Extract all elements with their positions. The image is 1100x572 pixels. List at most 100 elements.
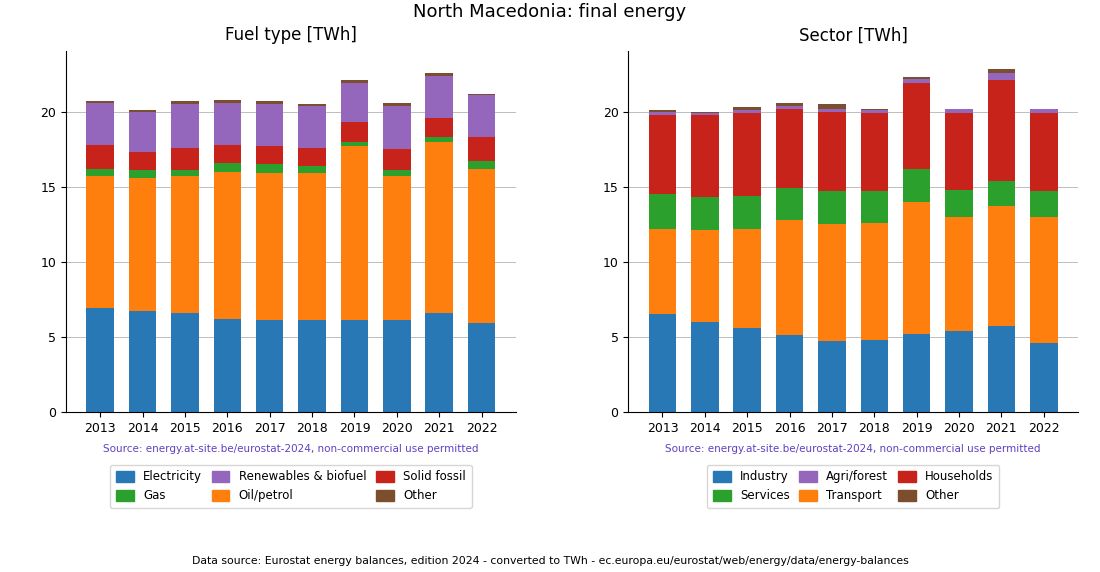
Bar [298, 148, 326, 166]
Bar [691, 230, 718, 321]
Bar [734, 196, 761, 229]
Bar [129, 112, 156, 152]
Text: North Macedonia: final energy: North Macedonia: final energy [414, 3, 686, 21]
Bar [860, 191, 888, 223]
Bar [903, 202, 931, 334]
Bar [256, 101, 284, 104]
Bar [776, 188, 803, 220]
Bar [172, 101, 199, 104]
Bar [1030, 109, 1057, 113]
Bar [734, 328, 761, 412]
Bar [383, 149, 410, 170]
Bar [818, 112, 846, 191]
Bar [298, 165, 326, 173]
Bar [213, 100, 241, 102]
Bar [691, 197, 718, 230]
Bar [213, 319, 241, 412]
Legend: Electricity, Gas, Renewables & biofuel, Oil/petrol, Solid fossil, Other: Electricity, Gas, Renewables & biofuel, … [110, 464, 472, 509]
Bar [468, 95, 495, 137]
Bar [734, 107, 761, 110]
Bar [818, 191, 846, 224]
Bar [129, 170, 156, 177]
Bar [383, 176, 410, 320]
Bar [776, 106, 803, 109]
Bar [649, 229, 676, 314]
Bar [734, 113, 761, 196]
Bar [691, 113, 718, 114]
Bar [341, 83, 368, 122]
Bar [734, 229, 761, 328]
Bar [213, 172, 241, 319]
Title: Fuel type [TWh]: Fuel type [TWh] [226, 26, 356, 45]
Bar [341, 146, 368, 320]
Bar [87, 308, 114, 412]
Bar [903, 169, 931, 202]
Bar [256, 320, 284, 412]
Bar [341, 142, 368, 146]
Bar [776, 220, 803, 335]
Bar [426, 118, 453, 137]
Bar [1030, 217, 1057, 343]
Bar [341, 80, 368, 83]
Bar [818, 224, 846, 341]
Bar [903, 334, 931, 412]
Bar [945, 113, 972, 190]
Bar [426, 73, 453, 76]
Bar [860, 113, 888, 191]
Bar [87, 169, 114, 176]
Text: Source: energy.at-site.be/eurostat-2024, non-commercial use permitted: Source: energy.at-site.be/eurostat-2024,… [103, 444, 478, 454]
Bar [172, 313, 199, 412]
Bar [468, 137, 495, 161]
Bar [129, 110, 156, 112]
Bar [213, 102, 241, 145]
Bar [860, 223, 888, 340]
Bar [298, 320, 326, 412]
Bar [988, 80, 1015, 181]
Bar [776, 109, 803, 188]
Bar [426, 313, 453, 412]
Bar [988, 73, 1015, 80]
Bar [468, 93, 495, 95]
Bar [903, 78, 931, 83]
Bar [298, 173, 326, 320]
Bar [172, 170, 199, 176]
Bar [341, 122, 368, 142]
Bar [776, 102, 803, 106]
Bar [172, 176, 199, 313]
Bar [649, 314, 676, 412]
Legend: Industry, Services, Agri/forest, Transport, Households, Other: Industry, Services, Agri/forest, Transpo… [707, 464, 999, 509]
Bar [649, 112, 676, 114]
Bar [734, 110, 761, 113]
Bar [691, 114, 718, 197]
Bar [903, 77, 931, 78]
Bar [87, 176, 114, 308]
Bar [426, 76, 453, 118]
Bar [818, 341, 846, 412]
Bar [256, 104, 284, 146]
Bar [988, 206, 1015, 326]
Bar [426, 137, 453, 142]
Bar [988, 181, 1015, 206]
Bar [860, 340, 888, 412]
Bar [945, 331, 972, 412]
Bar [383, 106, 410, 149]
Bar [172, 104, 199, 148]
Bar [1030, 191, 1057, 217]
Bar [988, 326, 1015, 412]
Bar [383, 170, 410, 176]
Bar [691, 112, 718, 113]
Bar [213, 145, 241, 162]
Text: Source: energy.at-site.be/eurostat-2024, non-commercial use permitted: Source: energy.at-site.be/eurostat-2024,… [666, 444, 1041, 454]
Bar [1030, 343, 1057, 412]
Bar [776, 335, 803, 412]
Bar [87, 145, 114, 169]
Bar [213, 162, 241, 172]
Bar [87, 101, 114, 102]
Bar [256, 146, 284, 164]
Bar [903, 83, 931, 169]
Bar [945, 109, 972, 113]
Title: Sector [TWh]: Sector [TWh] [799, 26, 908, 45]
Bar [945, 190, 972, 217]
Bar [860, 109, 888, 110]
Bar [426, 142, 453, 313]
